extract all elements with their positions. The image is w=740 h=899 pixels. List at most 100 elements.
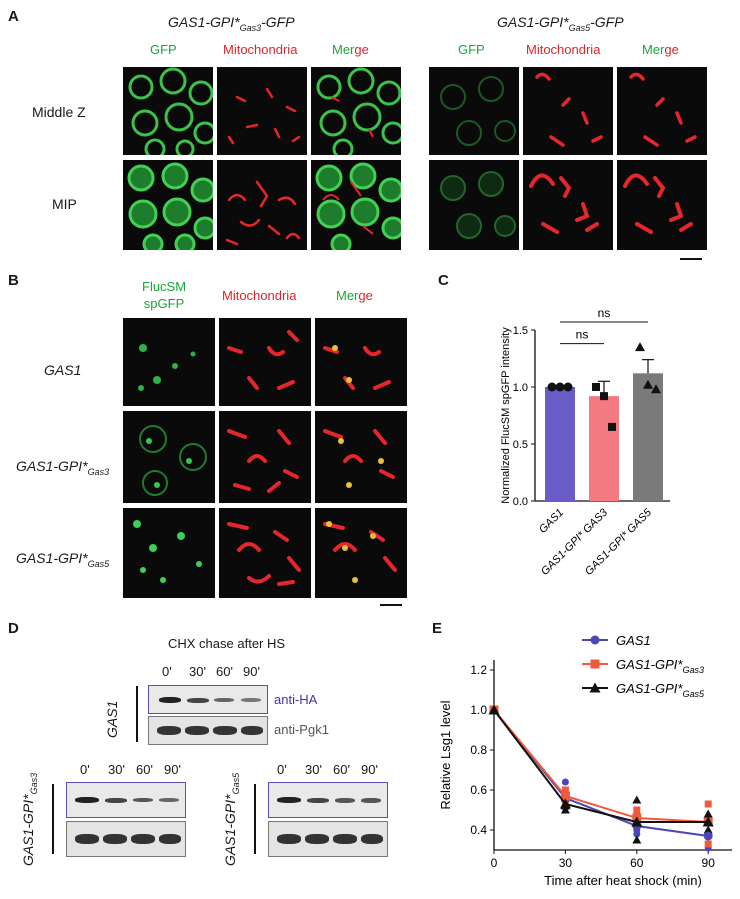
replicate-point	[561, 786, 569, 794]
title-sub: Gas3	[239, 22, 262, 33]
b-gas3-merge-image	[315, 411, 407, 503]
a-right-gfp-label: GFP	[458, 42, 485, 57]
d-gas5-label: GAS1-GPI*Gas5	[222, 773, 241, 866]
d-gas1-timepoints: 0' 30' 60' 90'	[162, 664, 270, 680]
series-line	[493, 709, 709, 823]
y-tick-label: 1.0	[513, 382, 528, 394]
b-gas5-gfp-image	[123, 508, 215, 598]
timepoint-label: 0'	[162, 664, 172, 679]
legend-label: GAS1-GPI*Gas5	[616, 681, 705, 699]
x-tick-label: 90	[702, 856, 716, 870]
b-scale-bar	[380, 604, 402, 606]
replicate-point	[633, 806, 641, 814]
label-sub: Gas3	[28, 772, 39, 795]
d-gas3-timepoints: 0' 30' 60' 90'	[80, 762, 188, 778]
data-point	[563, 382, 573, 392]
bar	[545, 387, 575, 501]
y-tick-label: 0.6	[470, 783, 487, 797]
b-row-gas3: GAS1-GPI*Gas3	[16, 458, 109, 477]
merge-green: Mer	[332, 42, 355, 57]
timepoint-label: 30'	[108, 762, 125, 777]
a-right-middlez-mito-image	[523, 67, 613, 155]
merge-green: Mer	[642, 42, 665, 57]
title-suffix: -GFP	[590, 14, 624, 30]
timepoint-label: 0'	[277, 762, 287, 777]
legend-label-text: GAS1-GPI*	[616, 681, 683, 696]
bar	[633, 373, 663, 501]
a-right-mip-merge-image	[617, 160, 707, 250]
replicate-point	[633, 830, 641, 838]
data-point	[651, 384, 661, 394]
b-gas3-gfp-image	[123, 411, 215, 503]
d-heading: CHX chase after HS	[168, 636, 286, 651]
y-tick-label: 1.5	[513, 325, 528, 337]
y-tick-label: 1.2	[470, 663, 487, 677]
y-tick-label: 1.0	[470, 703, 487, 717]
timepoint-label: 90'	[361, 762, 378, 777]
row-text: GAS1-GPI*	[16, 458, 88, 474]
b-mito-label: Mitochondria	[222, 288, 297, 303]
x-tick-label: 60	[630, 856, 644, 870]
merge-red: ge	[354, 42, 369, 57]
timepoint-label: 90'	[243, 664, 260, 679]
timepoint-label: 30'	[305, 762, 322, 777]
d-gas5-pgk1-blot	[268, 821, 388, 857]
a-row-mip: MIP	[52, 196, 77, 212]
legend-marker	[590, 659, 600, 669]
series-line	[493, 709, 709, 837]
a-right-middlez-gfp-image	[429, 67, 519, 155]
a-left-gfp-label: GFP	[150, 42, 177, 57]
data-point	[592, 383, 600, 391]
b-row-gas1: GAS1	[44, 362, 82, 378]
x-axis-label: Time after heat shock (min)	[544, 873, 702, 888]
mean-point	[488, 704, 500, 715]
d-gas5-bracket	[254, 784, 256, 854]
a-row-middle-z: Middle Z	[32, 104, 86, 120]
d-anti-pgk1-label: anti-Pgk1	[274, 722, 329, 737]
d-anti-ha-label: anti-HA	[274, 692, 318, 707]
b-gas1-gfp-image	[123, 318, 215, 406]
d-gas1-ha-blot	[148, 685, 268, 714]
a-right-merge-label: Merge	[642, 42, 679, 57]
a-scale-bar	[680, 258, 702, 260]
data-point	[643, 379, 653, 389]
merge-red: ge	[664, 42, 679, 57]
label-text: GAS1-GPI*	[222, 794, 238, 866]
b-gas5-merge-image	[315, 508, 407, 598]
mean-point	[702, 816, 714, 827]
panel-letter-e: E	[432, 620, 443, 637]
b-gfp-label: FlucSM spGFP	[142, 278, 186, 312]
a-left-middlez-mito-image	[217, 67, 307, 155]
series-line	[493, 709, 709, 823]
a-right-middlez-merge-image	[617, 67, 707, 155]
row-sub: Gas5	[87, 558, 110, 569]
a-left-mip-mito-image	[217, 160, 307, 250]
replicate-point	[703, 809, 713, 818]
replicate-point	[561, 778, 569, 786]
panel-letter-b: B	[8, 272, 19, 289]
timepoint-label: 60'	[333, 762, 350, 777]
d-gas1-pgk1-blot	[148, 716, 268, 745]
y-tick-label: 0.5	[513, 439, 528, 451]
replicate-point	[560, 805, 570, 814]
legend-label: GAS1	[616, 633, 651, 648]
timepoint-label: 90'	[164, 762, 181, 777]
y-axis-label: Normalized FlucSM spGFP intensity	[500, 327, 512, 504]
x-tick-label: 30	[559, 856, 573, 870]
d-gas3-ha-blot	[66, 782, 186, 818]
a-right-mito-label: Mitochondria	[526, 42, 601, 57]
data-point	[555, 382, 565, 392]
timepoint-label: 30'	[189, 664, 206, 679]
timepoint-label: 60'	[216, 664, 233, 679]
title-text: GAS1-GPI*	[168, 14, 240, 30]
row-text: GAS1-GPI*	[16, 550, 88, 566]
mean-point	[559, 798, 571, 809]
a-left-mip-merge-image	[311, 160, 401, 250]
data-point	[635, 342, 645, 352]
b-gas5-mito-image	[219, 508, 311, 598]
d-gas3-pgk1-blot	[66, 821, 186, 857]
timepoint-label: 0'	[80, 762, 90, 777]
panel-a-right-title: GAS1-GPI*Gas5-GFP	[497, 14, 624, 33]
y-tick-label: 0.4	[470, 823, 487, 837]
